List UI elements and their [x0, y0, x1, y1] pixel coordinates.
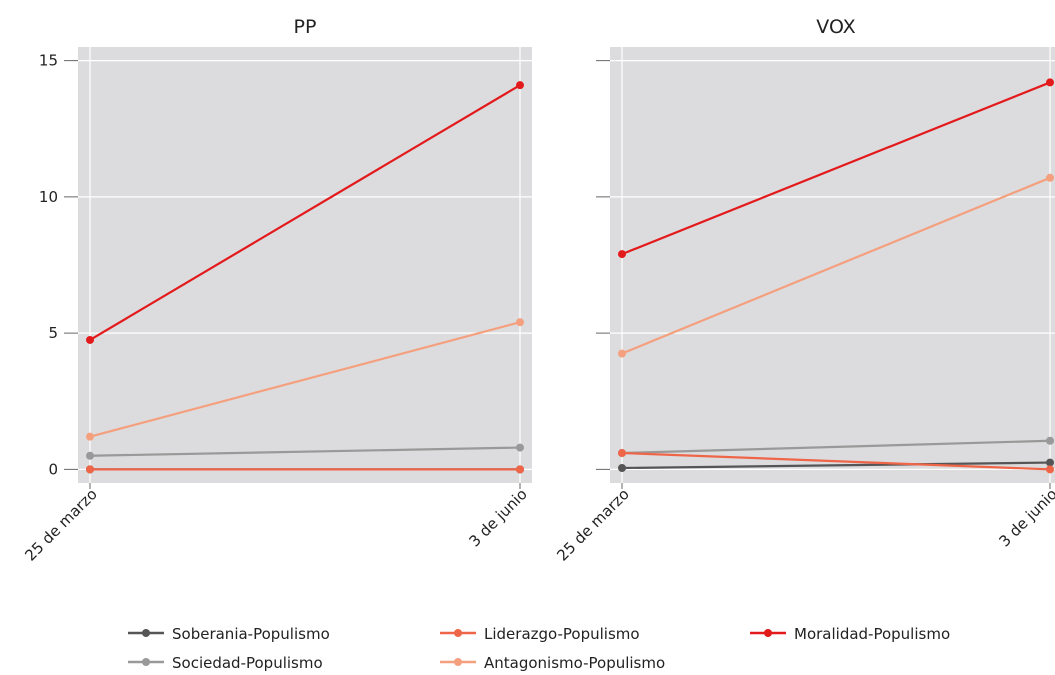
point	[618, 349, 626, 358]
point	[516, 443, 524, 452]
panel-title: PP	[294, 16, 317, 38]
point	[1046, 436, 1054, 445]
point	[86, 465, 94, 474]
series-line	[89, 446, 521, 457]
plot-background	[78, 47, 532, 483]
legend-label: Moralidad-Populismo	[794, 625, 950, 643]
legend-marker	[454, 658, 462, 666]
point	[516, 81, 524, 90]
series-line	[89, 84, 521, 341]
point	[618, 449, 626, 458]
point	[1046, 458, 1054, 467]
x-tick-label: 3 de junio	[996, 485, 1055, 550]
series-line	[621, 439, 1051, 455]
x-tick-label: 3 de junio	[466, 485, 531, 550]
point	[516, 465, 524, 474]
series-line	[89, 321, 521, 438]
point	[1046, 78, 1054, 87]
legend-label: Antagonismo-Populismo	[484, 654, 665, 672]
panel-title: VOX	[816, 16, 855, 38]
y-tick-label: 5	[48, 324, 58, 342]
series-line	[621, 461, 1051, 470]
legend-marker	[142, 658, 150, 666]
legend-marker	[454, 629, 462, 637]
legend-label: Liderazgo-Populismo	[484, 625, 640, 643]
series-line	[621, 451, 1051, 471]
legend-marker	[764, 629, 772, 637]
point	[618, 464, 626, 473]
y-tick-label: 10	[39, 188, 58, 206]
point	[1046, 173, 1054, 182]
legend-label: Soberania-Populismo	[172, 625, 330, 643]
point	[86, 451, 94, 460]
plot-background	[610, 47, 1055, 483]
series-line	[621, 81, 1051, 256]
legend-marker	[142, 629, 150, 637]
point	[516, 318, 524, 327]
legend-label: Sociedad-Populismo	[172, 654, 323, 672]
y-tick-label: 15	[39, 52, 58, 70]
point	[1046, 465, 1054, 474]
x-tick-label: 25 de marzo	[553, 485, 632, 564]
x-tick-label: 25 de marzo	[21, 485, 100, 564]
point	[86, 335, 94, 344]
y-tick-label: 0	[48, 460, 58, 478]
point	[618, 250, 626, 259]
series-line	[621, 176, 1051, 355]
point	[86, 432, 94, 441]
